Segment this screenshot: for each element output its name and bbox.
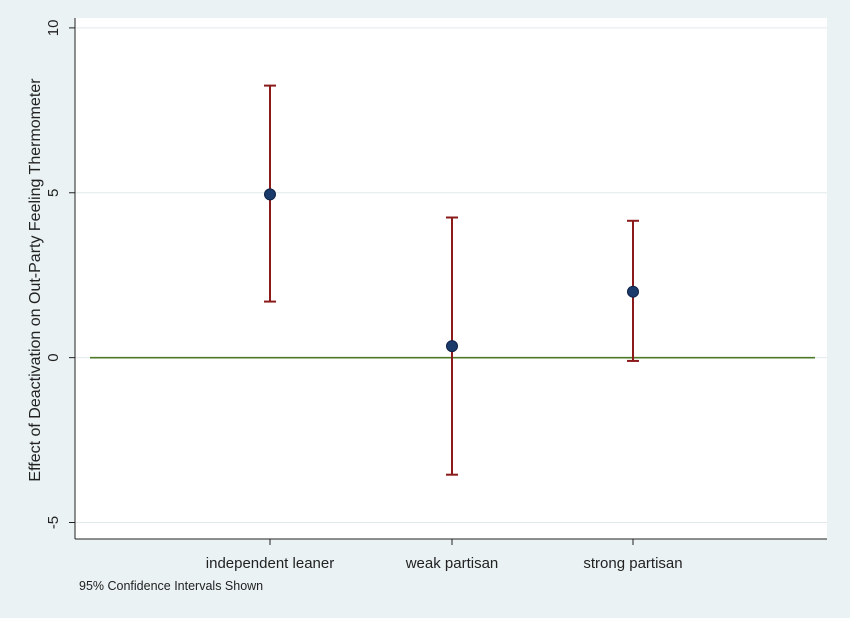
y-ticks: -5 0 5 10 bbox=[45, 20, 75, 529]
y-tick-label-3: 10 bbox=[45, 20, 62, 37]
chart-note: 95% Confidence Intervals Shown bbox=[79, 579, 263, 593]
y-tick-label-2: 5 bbox=[45, 189, 62, 197]
axes bbox=[74, 18, 827, 540]
y-axis-title: Effect of Deactivation on Out-Party Feel… bbox=[27, 78, 44, 482]
y-tick-label-0: -5 bbox=[45, 516, 62, 529]
y-tick-label-1: 0 bbox=[45, 353, 62, 361]
point-estimate-1 bbox=[446, 340, 458, 353]
x-tick-label-1: weak partisan bbox=[405, 555, 499, 572]
point-estimate-2 bbox=[627, 285, 639, 298]
x-tick-label-0: independent leaner bbox=[206, 555, 334, 572]
point-estimates bbox=[264, 188, 639, 353]
x-tick-label-2: strong partisan bbox=[583, 555, 682, 572]
point-estimate-0 bbox=[264, 188, 276, 201]
x-ticks: independent leaner weak partisan strong pa… bbox=[206, 539, 683, 572]
